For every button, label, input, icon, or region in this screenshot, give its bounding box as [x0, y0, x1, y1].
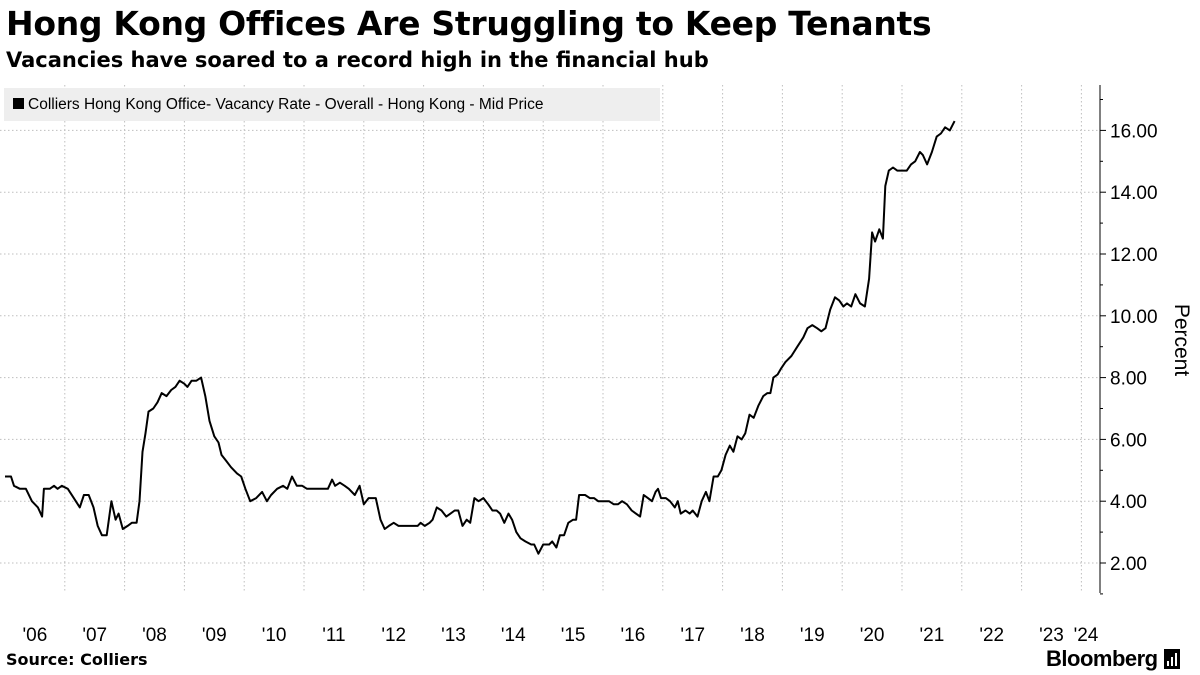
y-axis-label: Percent: [1170, 304, 1193, 377]
axes: 2.00 4.00 6.00 8.00 10.00 12.00 14.00 16.00 '06 '…: [23, 85, 1158, 646]
y-tick-label: 14.00: [1110, 183, 1158, 204]
legend-box: [4, 88, 660, 121]
x-tick-label: '15: [561, 625, 586, 646]
x-tick-label: '08: [142, 625, 167, 646]
x-tick-label: '21: [920, 625, 945, 646]
chart-subtitle: Vacancies have soared to a record high i…: [6, 48, 709, 72]
x-tick-label: '17: [680, 625, 705, 646]
y-tick-label: 12.00: [1110, 245, 1158, 266]
chart-title: Hong Kong Offices Are Struggling to Keep…: [6, 4, 932, 43]
x-tick-label: '18: [740, 625, 765, 646]
x-tick-label: '16: [621, 625, 646, 646]
x-tick-label: '23: [1039, 625, 1064, 646]
x-tick-label: '13: [441, 625, 466, 646]
x-tick-label: '11: [322, 625, 345, 646]
gridlines: [0, 85, 1100, 593]
x-tick-label: '09: [202, 625, 227, 646]
x-tick-label: '07: [82, 625, 107, 646]
series-layer: [5, 120, 956, 555]
x-tick-label: '22: [979, 625, 1004, 646]
source-note: Source: Colliers: [6, 650, 148, 669]
legend-swatch: [13, 98, 24, 109]
y-tick-label: 10.00: [1110, 307, 1158, 328]
y-tick-label: 2.00: [1110, 554, 1147, 575]
y-tick-label: 8.00: [1110, 369, 1147, 390]
x-tick-label: '20: [860, 625, 885, 646]
x-tick-label: '24: [1074, 625, 1099, 646]
x-tick-label: '12: [381, 625, 406, 646]
bloomberg-terminal-icon: [1163, 649, 1180, 669]
y-tick-label: 6.00: [1110, 430, 1147, 451]
x-tick-label: '06: [23, 625, 48, 646]
x-tick-label: '10: [262, 625, 287, 646]
brand-name: Bloomberg: [1046, 646, 1158, 671]
y-tick-label: 4.00: [1110, 492, 1147, 513]
x-tick-label: '14: [501, 625, 526, 646]
x-tick-label: '19: [800, 625, 825, 646]
series-line: [5, 120, 956, 555]
legend-label: Colliers Hong Kong Office- Vacancy Rate …: [28, 96, 543, 113]
bloomberg-logo: Bloomberg: [1046, 646, 1180, 672]
y-tick-label: 16.00: [1110, 121, 1158, 142]
